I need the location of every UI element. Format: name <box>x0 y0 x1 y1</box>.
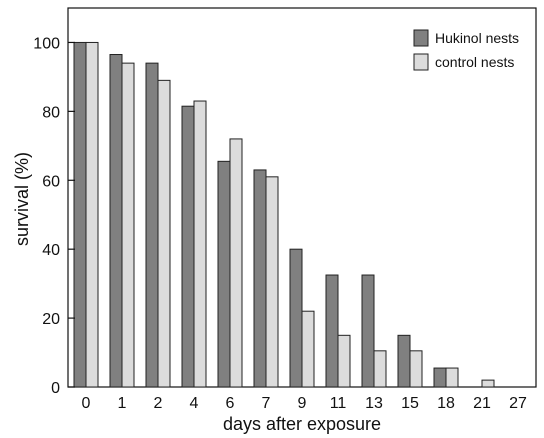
legend-label-hukinol: Hukinol nests <box>435 30 519 46</box>
x-tick-label: 21 <box>473 395 491 412</box>
bar-control-2 <box>157 79 171 388</box>
x-tick-label: 11 <box>330 395 347 412</box>
bar-hukinol-2 <box>145 62 159 388</box>
legend: Hukinol nests control nests <box>413 29 519 71</box>
x-tick-label: 7 <box>262 395 271 412</box>
bar-hukinol-15 <box>397 334 411 388</box>
x-tick-label: 0 <box>82 395 91 412</box>
bar-control-9 <box>301 310 315 388</box>
y-tick-label: 20 <box>42 311 60 328</box>
bar-control-1 <box>121 62 135 388</box>
bar-control-6 <box>229 138 243 388</box>
x-tick-label: 6 <box>226 395 235 412</box>
y-tick-label: 60 <box>42 173 60 190</box>
bar-hukinol-1 <box>109 54 123 388</box>
bar-hukinol-6 <box>217 160 231 388</box>
x-tick-label: 27 <box>509 395 527 412</box>
bar-hukinol-13 <box>361 274 375 388</box>
y-tick-label: 40 <box>42 242 60 259</box>
x-axis-title: days after exposure <box>223 414 381 434</box>
x-tick-label: 2 <box>154 395 163 412</box>
x-tick-label: 1 <box>118 395 127 412</box>
x-tick-label: 9 <box>298 395 307 412</box>
bar-hukinol-9 <box>289 248 303 388</box>
bar-control-18 <box>445 367 459 388</box>
x-axis-ticks: 0 1 2 4 6 7 9 11 13 15 18 21 27 <box>82 395 527 412</box>
bar-hukinol-7 <box>253 169 267 388</box>
bar-hukinol-18 <box>433 367 447 388</box>
legend-swatch-control <box>413 53 429 71</box>
y-tick-label: 80 <box>42 104 60 121</box>
bar-control-7 <box>265 176 279 388</box>
x-tick-label: 18 <box>437 395 455 412</box>
bar-control-21 <box>481 379 495 388</box>
y-tick-label: 0 <box>51 380 60 397</box>
bar-hukinol-11 <box>325 274 339 388</box>
bars <box>73 41 495 388</box>
legend-swatch-hukinol <box>413 29 429 47</box>
y-tick-label: 100 <box>33 35 60 52</box>
x-tick-label: 13 <box>365 395 383 412</box>
bar-control-15 <box>409 350 423 388</box>
bar-control-13 <box>373 350 387 388</box>
bar-control-4 <box>193 100 207 388</box>
y-axis-ticks: 0 20 40 60 80 100 <box>33 35 75 397</box>
bar-control-0 <box>85 41 99 388</box>
bar-control-11 <box>337 334 351 388</box>
bar-hukinol-0 <box>73 41 87 388</box>
bar-hukinol-4 <box>181 105 195 388</box>
y-axis-title: survival (%) <box>12 152 32 246</box>
legend-label-control: control nests <box>435 54 514 70</box>
x-tick-label: 4 <box>190 395 199 412</box>
x-tick-label: 15 <box>401 395 419 412</box>
